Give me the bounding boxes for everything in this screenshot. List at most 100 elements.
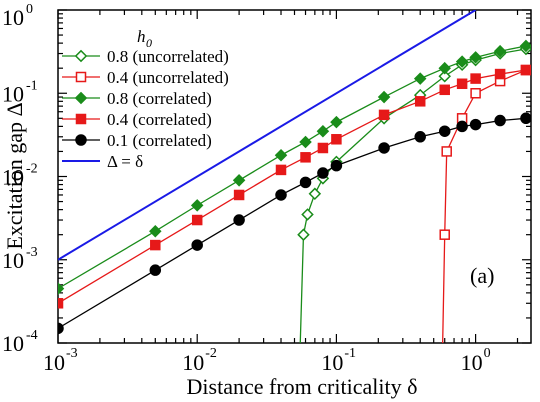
data-point — [297, 228, 310, 241]
data-point — [439, 84, 450, 96]
data-point — [414, 96, 426, 107]
y-tick-label: 10 — [2, 331, 24, 356]
data-point — [378, 109, 390, 121]
legend-title-subscript: 0 — [146, 36, 152, 50]
legend: h 00.8 (uncorrelated) 0.4 (uncorrelated) 0.… — [62, 27, 229, 171]
data-point — [58, 282, 65, 295]
data-point — [58, 322, 64, 335]
panel-label: (a) — [470, 263, 494, 288]
legend-item: 0.8 (correlated) — [62, 89, 212, 108]
data-point — [233, 214, 245, 226]
series-1 — [439, 64, 531, 343]
data-point — [494, 114, 506, 127]
x-tick-label: 10 — [182, 350, 204, 375]
data-point — [191, 214, 203, 226]
series-4 — [58, 112, 531, 335]
series-0 — [297, 42, 531, 343]
data-point — [377, 90, 391, 104]
series-layer — [58, 10, 531, 343]
legend-label: 0.4 (uncorrelated) — [107, 68, 229, 87]
x-tick-label-exponent: -2 — [205, 346, 217, 361]
x-axis-label: Distance from criticality δ — [187, 374, 418, 399]
legend-marker — [75, 134, 87, 146]
data-point — [301, 208, 314, 221]
legend-label: 0.1 (correlated) — [107, 131, 212, 150]
data-point — [316, 124, 330, 138]
y-tick-label: 10 — [2, 81, 24, 106]
legend-item: 0.1 (correlated) — [62, 131, 212, 150]
series-line — [442, 69, 527, 343]
legend-item: 0.4 (correlated) — [62, 110, 212, 129]
data-point — [456, 120, 468, 133]
data-point — [519, 39, 531, 53]
data-point — [317, 167, 329, 179]
data-point — [441, 146, 452, 157]
legend-label: Δ = δ — [107, 152, 143, 171]
data-point — [456, 78, 468, 90]
x-tick-label: 10 — [321, 350, 343, 375]
data-point — [149, 264, 162, 276]
x-tick-label-exponent: -1 — [344, 346, 356, 361]
data-point — [330, 159, 343, 172]
y-tick-label-exponent: -2 — [26, 162, 38, 177]
data-point — [469, 51, 482, 64]
data-point — [413, 72, 427, 85]
data-point — [439, 229, 450, 240]
y-axis-label: Excitation gap Δ — [2, 102, 27, 249]
data-point — [317, 142, 329, 154]
data-point — [308, 187, 322, 201]
series-line — [58, 10, 477, 261]
data-point — [58, 298, 64, 309]
y-tick-label-exponent: -3 — [26, 245, 38, 260]
data-point — [300, 152, 311, 163]
series-line — [299, 48, 527, 343]
data-point — [438, 125, 451, 137]
y-tick-label: 10 — [2, 5, 24, 30]
legend-marker — [74, 91, 88, 105]
data-point — [378, 142, 390, 154]
data-point — [455, 55, 469, 68]
data-point — [149, 224, 162, 238]
data-point — [470, 88, 481, 99]
x-tick-label-exponent: 0 — [484, 346, 491, 361]
y-tick-label-exponent: -4 — [26, 328, 38, 343]
series-2 — [58, 39, 531, 295]
data-point — [494, 68, 506, 80]
data-point — [520, 112, 531, 125]
x-tick-label: 10 — [461, 350, 483, 375]
data-point — [438, 61, 451, 75]
legend-item: 0.8 (uncorrelated) — [62, 47, 229, 66]
x-tick-label-exponent: -3 — [66, 346, 78, 361]
series-5 — [58, 10, 477, 261]
legend-marker — [74, 49, 88, 63]
legend-item: Δ = δ — [62, 152, 143, 171]
legend-label: 0.8 (correlated) — [107, 89, 212, 108]
legend-title: h — [137, 27, 146, 46]
data-point — [414, 131, 426, 143]
legend-label: 0.8 (uncorrelated) — [107, 47, 229, 66]
data-point — [493, 44, 507, 58]
data-point — [275, 189, 287, 201]
y-tick-label: 10 — [2, 165, 24, 190]
data-point — [274, 148, 288, 162]
data-point — [191, 239, 203, 251]
data-point — [299, 176, 312, 189]
data-point — [520, 64, 531, 76]
legend-marker — [75, 71, 87, 83]
data-point — [190, 199, 204, 212]
y-tick-label-exponent: -1 — [26, 78, 38, 93]
y-tick-label: 10 — [2, 248, 24, 273]
legend-item: 0.4 (uncorrelated) — [62, 68, 229, 87]
data-point — [331, 134, 342, 145]
data-point — [438, 69, 451, 83]
series-3 — [58, 64, 531, 309]
legend-marker — [75, 113, 87, 125]
y-tick-label-exponent: 0 — [26, 2, 33, 17]
data-point — [469, 118, 482, 131]
data-point — [330, 115, 343, 129]
data-point — [470, 73, 481, 84]
data-point — [232, 174, 246, 187]
data-point — [233, 189, 245, 201]
data-point — [299, 135, 312, 149]
